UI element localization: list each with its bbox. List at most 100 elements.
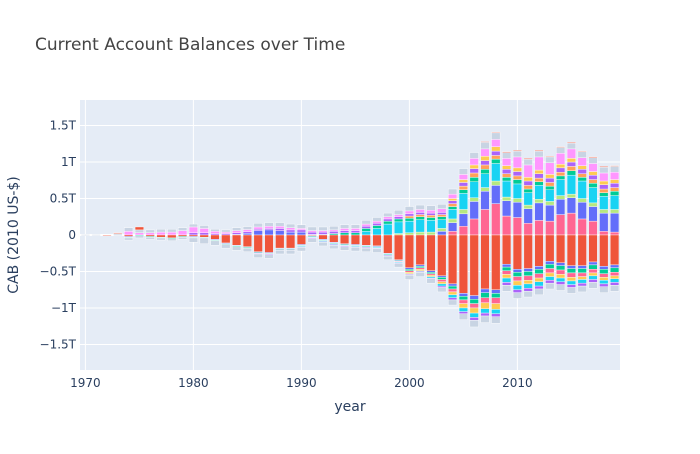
bar-segment <box>512 272 522 277</box>
bar-segment <box>599 172 609 182</box>
bar-segment <box>275 250 285 255</box>
bar-segment <box>469 168 479 174</box>
bar-segment <box>491 293 501 298</box>
bar-segment <box>437 287 447 293</box>
bar-segment <box>577 201 587 220</box>
bar-segment <box>577 268 587 274</box>
bar-segment <box>556 172 566 177</box>
bar-segment <box>599 212 609 232</box>
bar-segment <box>286 229 296 233</box>
bar-segment <box>469 218 479 236</box>
bar-segment <box>437 279 447 282</box>
bar-segment <box>458 174 468 180</box>
bar-segment <box>448 203 458 207</box>
bar-segment <box>448 291 458 296</box>
bar-segment <box>491 234 501 290</box>
bar-segment <box>566 197 576 214</box>
bar-segment <box>394 233 404 236</box>
bar-segment <box>102 234 112 236</box>
bar-segment <box>469 164 479 169</box>
bar-segment <box>437 277 447 280</box>
bar-segment <box>523 188 533 193</box>
bar-segment <box>599 280 609 285</box>
bar-segment <box>350 232 360 236</box>
bar-segment <box>502 158 512 166</box>
bar-segment <box>372 220 382 224</box>
bar-segment <box>512 276 522 282</box>
bar-segment <box>566 268 576 274</box>
bar-segment <box>361 228 371 232</box>
bar-segment <box>610 166 620 173</box>
bar-segment <box>361 234 371 246</box>
bar-segment <box>534 202 544 221</box>
bar-segment <box>556 284 566 291</box>
bar-segment <box>458 182 468 187</box>
bar-segment <box>415 269 425 271</box>
x-axis-title: year <box>334 399 365 415</box>
bar-segment <box>577 169 587 174</box>
bar-segment <box>426 212 436 216</box>
bar-segment <box>458 179 468 183</box>
bar-segment <box>556 269 566 275</box>
bar-segment <box>523 234 533 269</box>
bar-segment <box>394 218 404 223</box>
bar-segment <box>610 267 620 273</box>
bar-segment <box>556 277 566 282</box>
bar-segment <box>264 222 274 227</box>
bar-segment <box>577 165 587 170</box>
bar-segment <box>188 234 198 237</box>
bar-segment <box>199 228 209 234</box>
bar-segment <box>469 197 479 202</box>
bar-segment <box>372 223 382 226</box>
bar-segment <box>426 234 436 271</box>
bar-segment <box>512 269 522 273</box>
bar-segment <box>502 165 512 170</box>
bar-segment <box>566 174 576 195</box>
bar-segment <box>534 266 544 270</box>
bar-segment <box>221 231 231 234</box>
bar-segment <box>523 164 533 178</box>
bar-segment <box>253 226 263 230</box>
bar-segment <box>523 268 533 272</box>
bar-segment <box>502 196 512 201</box>
bar-segment <box>242 234 252 247</box>
bar-segment <box>458 311 468 315</box>
bar-segment <box>556 147 566 154</box>
bar-segment <box>491 313 501 317</box>
bar-segment <box>415 209 425 213</box>
bar-segment <box>523 158 533 160</box>
bar-segment <box>242 247 252 252</box>
bar-segment <box>599 286 609 293</box>
y-tick-label: −1T <box>51 301 77 315</box>
bar-segment <box>232 232 242 235</box>
bar-segment <box>599 234 609 267</box>
bar-segment <box>437 281 447 285</box>
bar-segment <box>124 234 134 237</box>
bar-segment <box>480 191 490 210</box>
bar-segment <box>469 295 479 300</box>
bar-segment <box>469 307 479 314</box>
bar-segment <box>415 267 425 270</box>
bar-segment <box>502 169 512 174</box>
bar-segment <box>523 208 533 224</box>
bar-segment <box>404 274 414 280</box>
bar-segment <box>275 234 285 249</box>
bar-segment <box>404 210 414 215</box>
bar-segment <box>404 213 414 217</box>
bar-segment <box>210 233 220 236</box>
bar-segment <box>188 232 198 236</box>
bar-segment <box>340 224 350 229</box>
bar-segment <box>113 232 123 234</box>
bar-segment <box>167 228 177 233</box>
bar-segment <box>404 234 414 269</box>
bar-segment <box>491 180 501 186</box>
bar-segment <box>232 227 242 231</box>
bar-segment <box>458 307 468 312</box>
bar-segment <box>588 179 598 184</box>
bar-segment <box>426 215 436 218</box>
bar-segment <box>534 281 544 287</box>
bar-segment <box>469 158 479 166</box>
bar-segment <box>221 229 231 233</box>
bar-segment <box>340 228 350 231</box>
bar-segment <box>178 234 188 237</box>
